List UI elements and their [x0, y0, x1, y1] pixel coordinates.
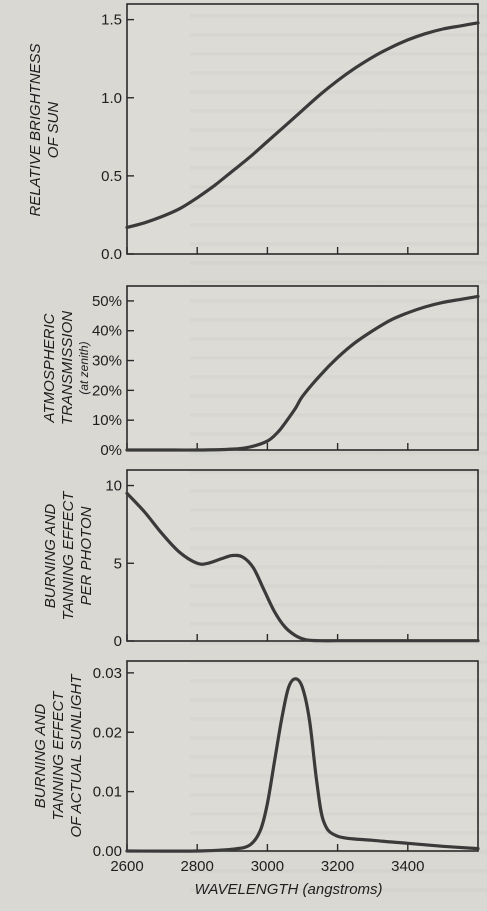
y-tick-label-1-0: 0.0: [101, 246, 122, 263]
y-axis-label-line-1-0: RELATIVE BRIGHTNESS: [27, 43, 44, 216]
y-axis-label-line-2-1: TRANSMISSION: [59, 311, 76, 425]
y-tick-label-1-1: 0.5: [101, 168, 122, 185]
y-tick-label-3-0: 0: [114, 633, 122, 650]
x-tick-label-4: 3400: [391, 858, 424, 875]
y-axis-label-line-4-2: OF ACTUAL SUNLIGHT: [68, 673, 85, 838]
y-tick-label-2-5: 50%: [92, 293, 122, 310]
curve-3: [125, 491, 480, 643]
y-tick-label-3-1: 5: [114, 555, 122, 572]
y-axis-label-2: ATMOSPHERIC TRANSMISSION (at zenith): [41, 311, 91, 425]
panel-frame-2: [126, 285, 479, 451]
y-tick-label-1-3: 1.5: [101, 12, 122, 29]
y-tick-label-2-0: 0%: [100, 442, 122, 459]
y-axis-label-line-3-2: PER PHOTON: [78, 506, 95, 605]
y-axis-label-line-1-1: OF SUN: [45, 102, 62, 159]
y-tick-label-3-2: 10: [105, 478, 122, 495]
y-axis-label-1: RELATIVE BRIGHTNESS OF SUN: [27, 43, 62, 216]
y-tick-label-2-1: 10%: [92, 412, 122, 429]
y-axis-label-line-3-0: BURNING AND: [42, 504, 59, 609]
y-tick-label-1-2: 1.0: [101, 90, 122, 107]
y-axis-label-line-4-1: TANNING EFFECT: [50, 690, 67, 821]
x-axis-label: WAVELENGTH (angstroms): [194, 881, 382, 898]
y-axis-sublabel-2: (at zenith): [77, 341, 91, 394]
y-tick-label-4-1: 0.01: [93, 784, 122, 801]
y-axis-label-line-2-0: ATMOSPHERIC: [41, 313, 58, 423]
y-tick-label-2-3: 30%: [92, 353, 122, 370]
y-axis-label-line-4-0: BURNING AND: [32, 704, 49, 809]
y-axis-label-4: BURNING AND TANNING EFFECT OF ACTUAL SUNLI…: [32, 673, 85, 838]
curve-4: [125, 677, 480, 853]
x-tick-label-2: 3000: [251, 858, 284, 875]
curve-2: [125, 294, 480, 452]
y-tick-label-4-3: 0.03: [93, 665, 122, 682]
y-tick-label-4-2: 0.02: [93, 724, 122, 741]
y-tick-label-2-4: 40%: [92, 323, 122, 340]
x-tick-label-3: 3200: [321, 858, 354, 875]
y-axis-label-line-3-1: TANNING EFFECT: [60, 490, 77, 621]
curve-1: [125, 21, 480, 229]
y-tick-label-2-2: 20%: [92, 382, 122, 399]
y-axis-label-3: BURNING AND TANNING EFFECT PER PHOTON: [42, 490, 95, 621]
background-page-text-texture: [190, 0, 487, 906]
panel-frame-1: [126, 3, 479, 255]
x-tick-label-1: 2800: [181, 858, 214, 875]
y-tick-label-4-0: 0.00: [93, 843, 122, 860]
x-tick-label-0: 2600: [110, 858, 143, 875]
